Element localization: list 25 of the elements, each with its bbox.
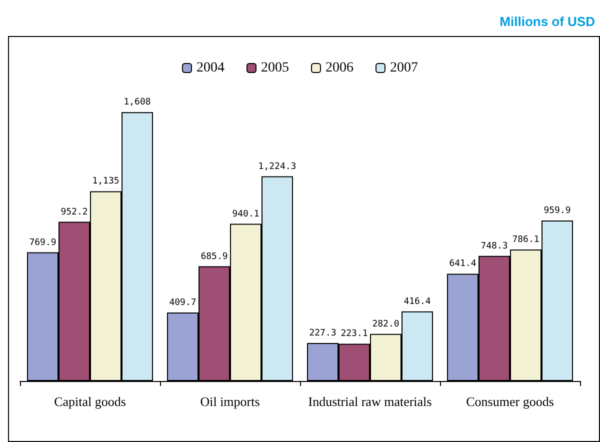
data-label: 959.9 bbox=[544, 206, 571, 216]
data-label: 227.3 bbox=[309, 328, 336, 338]
legend-label: 2005 bbox=[261, 60, 289, 76]
x-tick-label: Capital goods bbox=[54, 394, 126, 409]
data-label: 223.1 bbox=[340, 329, 368, 340]
data-label: 416.4 bbox=[404, 296, 431, 307]
data-label: 685.9 bbox=[200, 252, 228, 262]
data-label: 1,135 bbox=[92, 176, 120, 187]
legend-label: 2006 bbox=[326, 60, 354, 76]
legend-label: 2007 bbox=[390, 60, 418, 76]
chart-title: Millions of USD bbox=[500, 14, 596, 29]
x-tick-label: Industrial raw materials bbox=[308, 394, 432, 409]
data-label: 1,608 bbox=[124, 98, 151, 108]
data-label: 769.9 bbox=[29, 238, 56, 248]
data-label: 1,224.3 bbox=[258, 162, 296, 172]
x-tick-label: Oil imports bbox=[200, 394, 260, 409]
x-tick-label: Consumer goods bbox=[466, 394, 554, 409]
data-label: 641.4 bbox=[449, 259, 476, 270]
data-label: 952.2 bbox=[60, 207, 88, 218]
legend-label: 2004 bbox=[196, 60, 224, 76]
data-label: 748.3 bbox=[480, 241, 508, 252]
data-label: 940.1 bbox=[232, 209, 260, 220]
data-label: 282.0 bbox=[372, 319, 400, 330]
data-label: 786.1 bbox=[512, 235, 540, 246]
data-label: 409.7 bbox=[169, 298, 196, 308]
